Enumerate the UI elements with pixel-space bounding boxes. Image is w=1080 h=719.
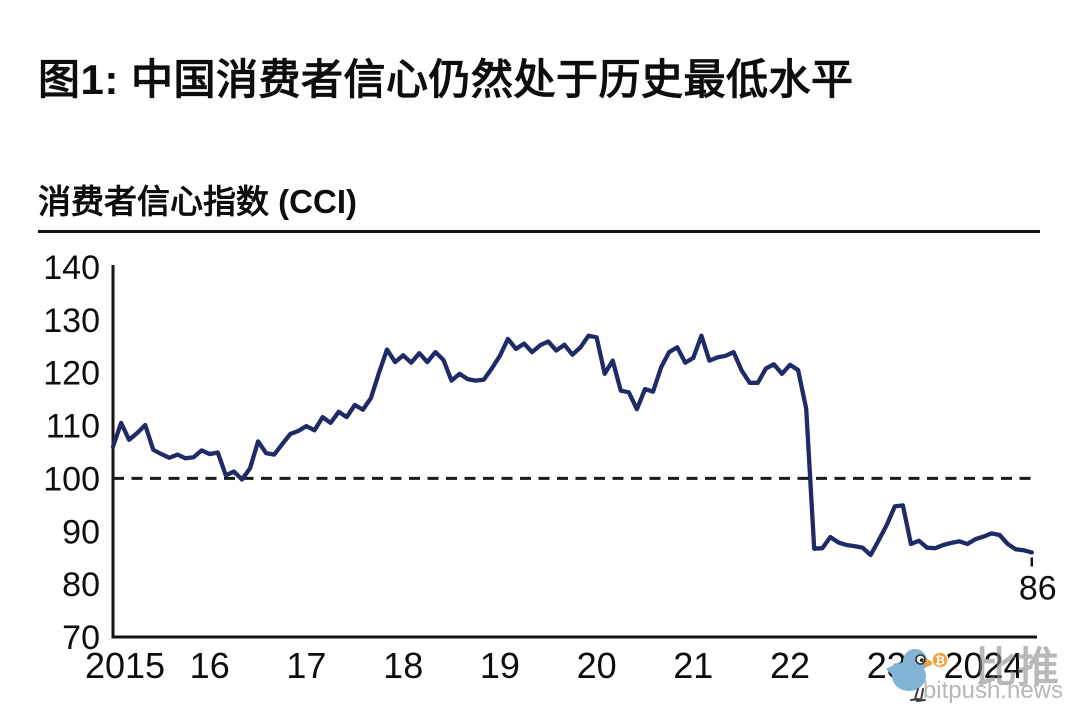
figure-title: 图1: 中国消费者信心仍然处于历史最低水平 — [38, 56, 854, 103]
x-axis-tick-label: 17 — [286, 645, 326, 686]
x-axis-tick-label: 20 — [577, 645, 617, 686]
y-axis-tick-label: 80 — [62, 566, 100, 604]
subtitle-divider — [38, 230, 1040, 233]
x-axis-tick-label: 21 — [673, 645, 713, 686]
watermark: ₿ 比推 bitpush.news — [886, 644, 1063, 704]
x-axis-tick-label: 18 — [383, 645, 423, 686]
chart-subtitle: 消费者信心指数 (CCI) — [38, 183, 357, 220]
y-axis-tick-label: 110 — [46, 408, 100, 446]
x-axis-tick-label: 22 — [770, 645, 810, 686]
watermark-cn-text: 比推 — [975, 644, 1059, 691]
y-axis-tick-label: 90 — [62, 513, 100, 551]
y-axis-tick-label: 70 — [62, 619, 100, 657]
bird-eye-pupil — [919, 658, 924, 663]
y-axis-tick-label: 130 — [43, 302, 100, 340]
x-axis-tick-label: 19 — [480, 645, 520, 686]
x-axis-tick-label: 16 — [190, 645, 230, 686]
bitcoin-symbol: ₿ — [935, 654, 945, 668]
bitcoin-coin-icon — [931, 651, 949, 669]
cci-line — [110, 333, 1034, 558]
x-axis-tick-labels: 2015 16 17 18 19 20 21 22 23 2024 — [85, 645, 1024, 686]
y-axis-tick-labels: 70 80 90 100 110 120 130 140 — [43, 249, 100, 657]
y-axis-tick-label: 140 — [43, 249, 100, 287]
y-axis-tick-label: 100 — [43, 460, 100, 498]
bird-beak — [925, 658, 935, 668]
x-axis-tick-label: 2015 — [85, 645, 165, 686]
last-value-label: 86 — [1019, 569, 1057, 607]
bird-legs — [910, 688, 926, 702]
y-axis-tick-label: 120 — [43, 355, 100, 393]
x-axis-tick-label: 2024 — [943, 645, 1023, 686]
watermark-site-text: bitpush.news — [923, 677, 1063, 704]
